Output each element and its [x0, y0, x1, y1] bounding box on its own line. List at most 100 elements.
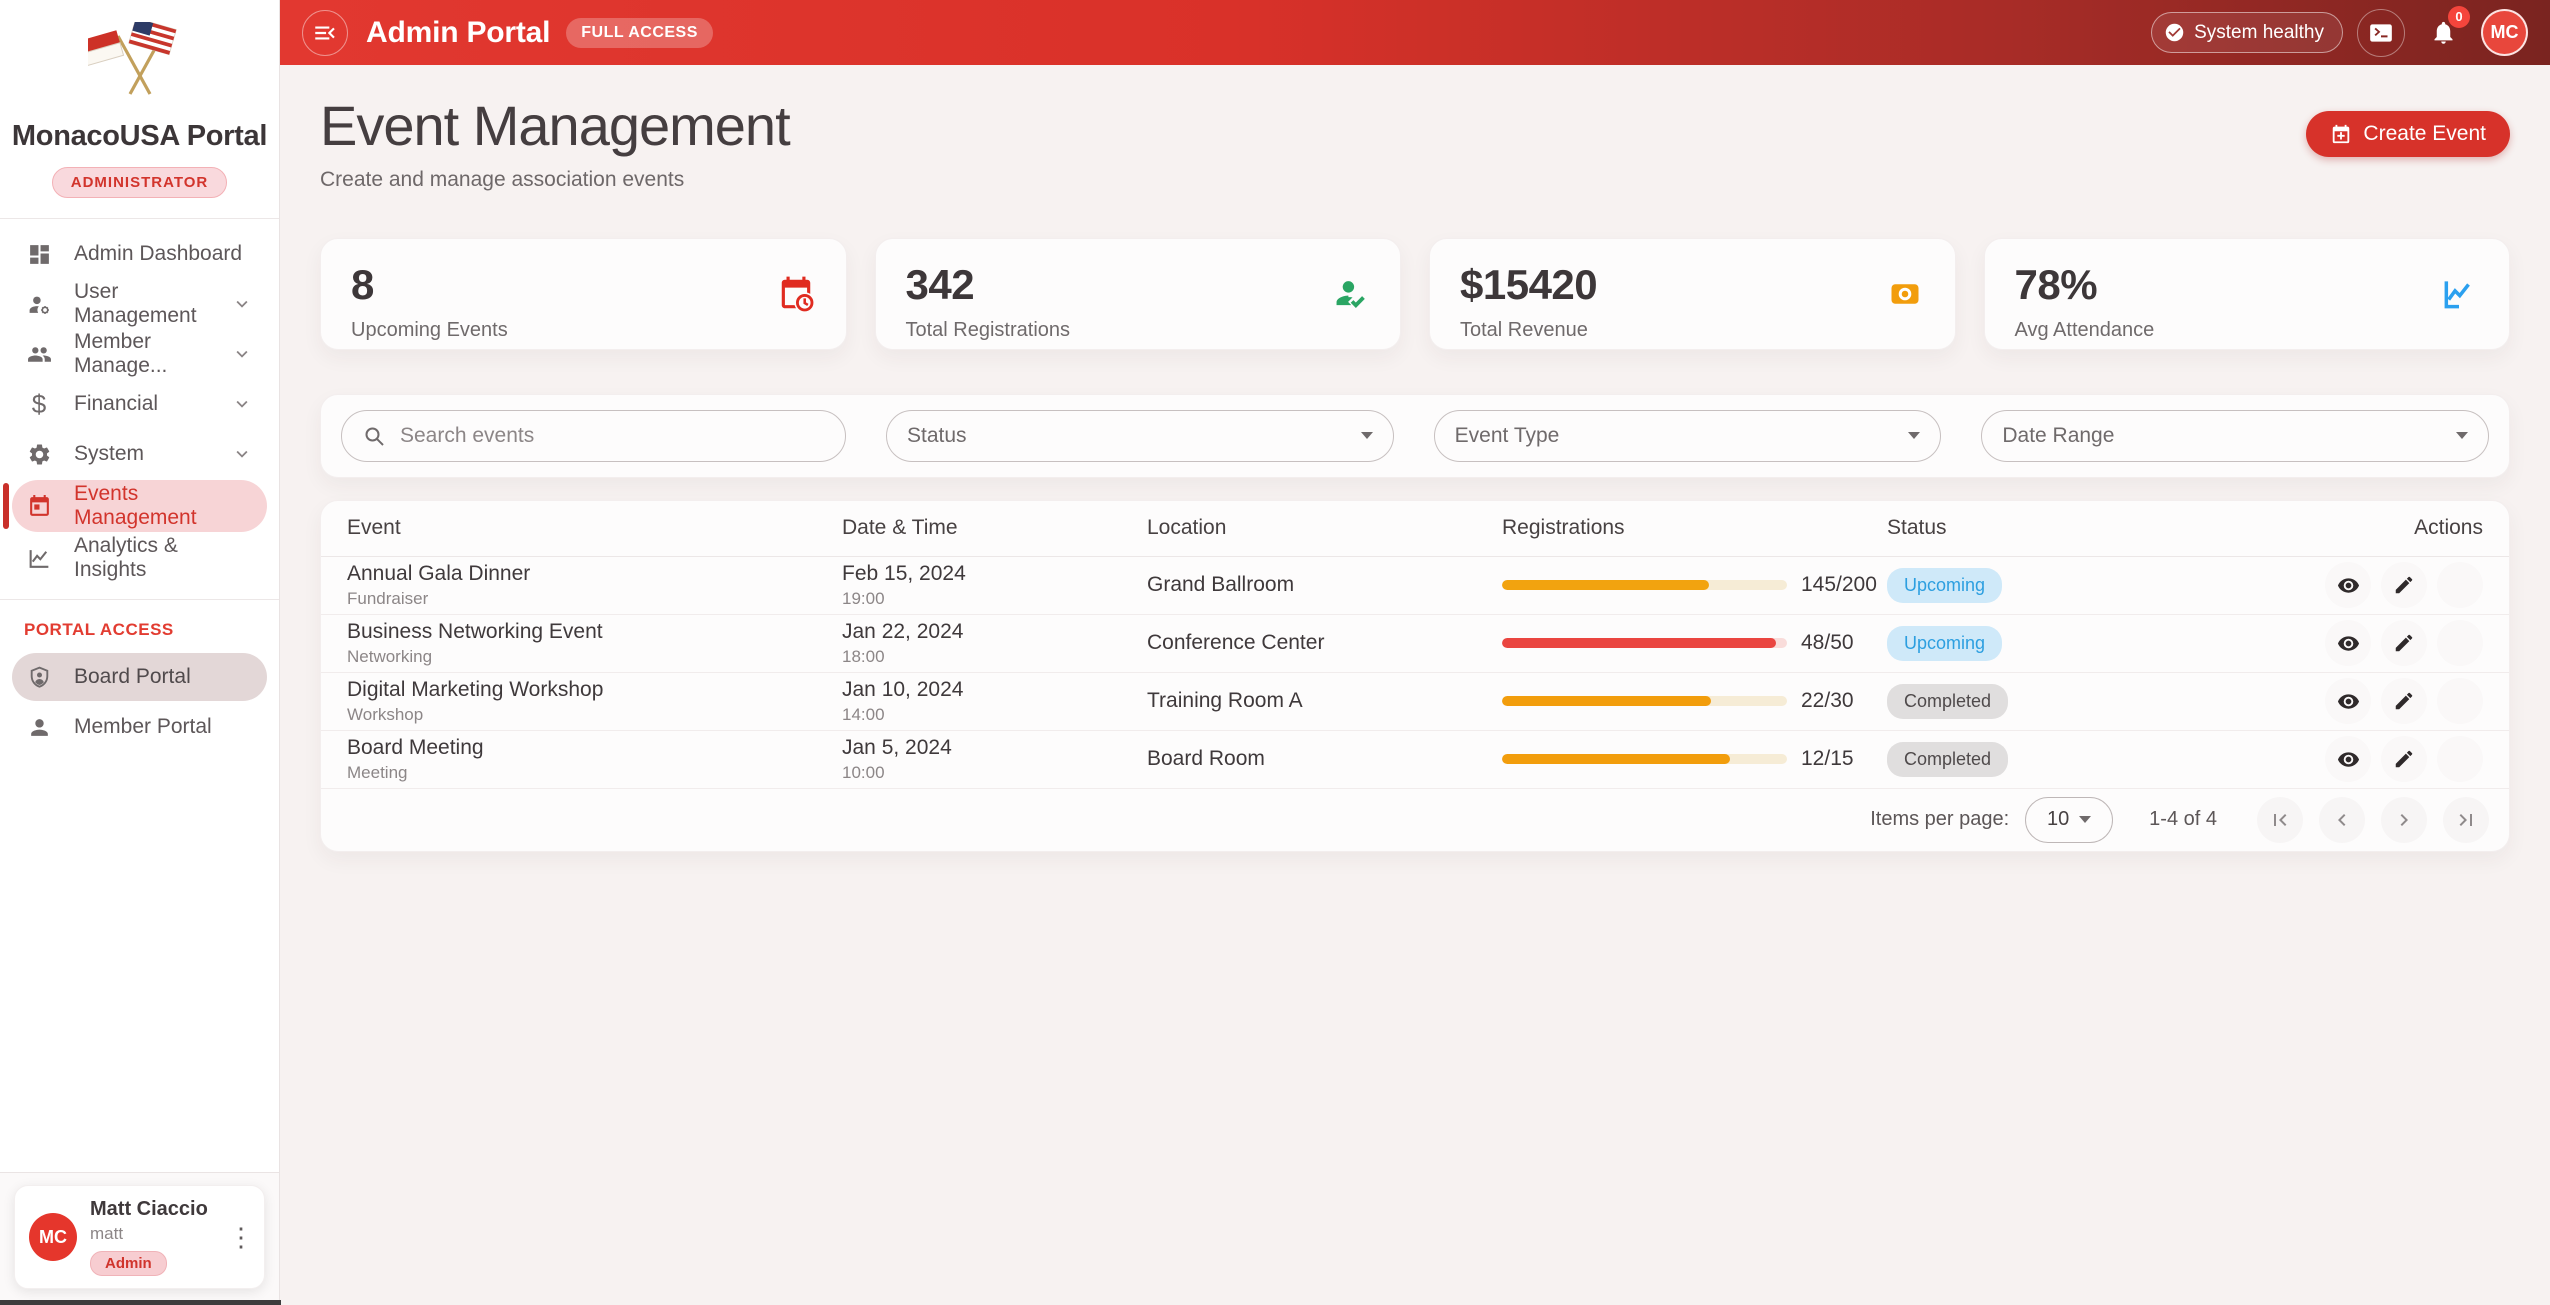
first-page-button[interactable]: [2257, 797, 2303, 843]
admin-portal-app: MonacoUSA Portal ADMINISTRATOR Admin Das…: [0, 0, 2550, 1305]
line-chart-icon: [2439, 274, 2479, 314]
sidebar-item-label: Events Management: [74, 482, 253, 530]
sidebar-item-label: Member Manage...: [74, 330, 209, 378]
menu-open-button[interactable]: [302, 10, 348, 56]
event-date: Feb 15, 2024: [842, 562, 1147, 586]
sidebar-item-analytics-insights[interactable]: Analytics & Insights: [12, 534, 267, 582]
view-button[interactable]: [2325, 678, 2371, 724]
column-header-date-time: Date & Time: [842, 516, 1147, 540]
registrations-progress-bar: [1502, 580, 1709, 590]
status-badge: Upcoming: [1887, 568, 2002, 603]
date-range-filter-label: Date Range: [2002, 424, 2114, 448]
sidebar-item-label: Financial: [74, 392, 158, 416]
more-actions-button[interactable]: [2437, 678, 2483, 724]
view-button[interactable]: [2325, 562, 2371, 608]
stat-card-upcoming-events: 8 Upcoming Events: [320, 238, 847, 350]
events-table-card: Event Date & Time Location Registrations…: [320, 500, 2510, 852]
chevron-down-icon: [2456, 432, 2468, 439]
stat-label: Avg Attendance: [2015, 319, 2480, 342]
stat-card-avg-attendance: 78% Avg Attendance: [1984, 238, 2511, 350]
notifications-button[interactable]: 0: [2419, 9, 2467, 57]
sidebar-item-system[interactable]: System: [12, 430, 267, 478]
edit-button[interactable]: [2381, 562, 2427, 608]
registrations-count: 22/30: [1801, 689, 1854, 713]
sidebar-item-member-management[interactable]: Member Manage...: [12, 330, 267, 378]
avatar[interactable]: MC: [2481, 9, 2528, 56]
registrations-count: 145/200: [1801, 573, 1877, 597]
event-type: Meeting: [347, 763, 842, 783]
next-page-button[interactable]: [2381, 797, 2427, 843]
event-type: Networking: [347, 647, 842, 667]
registrations-progress-track: [1502, 638, 1787, 648]
more-actions-button[interactable]: [2437, 620, 2483, 666]
search-input[interactable]: [398, 423, 825, 449]
event-name: Business Networking Event: [347, 620, 842, 644]
event-type-filter-select[interactable]: Event Type: [1434, 410, 1942, 462]
items-per-page-select[interactable]: 10: [2025, 797, 2113, 843]
kebab-menu-icon[interactable]: ⋮: [228, 1224, 254, 1250]
more-actions-button[interactable]: [2437, 562, 2483, 608]
user-name: Matt Ciaccio: [90, 1198, 208, 1221]
column-header-location: Location: [1147, 516, 1502, 540]
terminal-button[interactable]: [2357, 9, 2405, 57]
search-field[interactable]: [341, 410, 846, 462]
stat-value: $15420: [1460, 261, 1925, 309]
status-badge: Completed: [1887, 684, 2008, 719]
content: Event Management Create and manage assoc…: [280, 65, 2550, 1305]
sidebar-item-events-management[interactable]: Events Management: [12, 480, 267, 532]
chevron-down-icon: [231, 443, 253, 465]
registrations-count: 12/15: [1801, 747, 1854, 771]
portal-list: Board Portal Member Portal: [0, 652, 279, 752]
event-type-filter-label: Event Type: [1455, 424, 1560, 448]
view-button[interactable]: [2325, 620, 2371, 666]
edit-button[interactable]: [2381, 678, 2427, 724]
check-circle-icon: [2164, 22, 2185, 43]
last-page-button[interactable]: [2443, 797, 2489, 843]
sidebar-item-user-management[interactable]: User Management: [12, 280, 267, 328]
brand-title: MonacoUSA Portal: [0, 120, 279, 153]
more-actions-button[interactable]: [2437, 736, 2483, 782]
event-date: Jan 22, 2024: [842, 620, 1147, 644]
avatar: MC: [29, 1213, 77, 1261]
filter-bar: Status Event Type Date Range: [320, 394, 2510, 478]
status-filter-label: Status: [907, 424, 967, 448]
administrator-badge: ADMINISTRATOR: [52, 167, 227, 198]
gear-icon: [26, 441, 52, 467]
create-event-button[interactable]: Create Event: [2306, 111, 2510, 157]
previous-page-button[interactable]: [2319, 797, 2365, 843]
portal-access-label: PORTAL ACCESS: [24, 620, 255, 640]
edit-button[interactable]: [2381, 736, 2427, 782]
calendar-icon: [26, 493, 52, 519]
window-edge-strip: [0, 1300, 281, 1305]
topbar-right: System healthy 0 MC: [2151, 9, 2528, 57]
date-range-filter-select[interactable]: Date Range: [1981, 410, 2489, 462]
view-button[interactable]: [2325, 736, 2371, 782]
calendar-clock-icon: [776, 274, 816, 314]
sidebar: MonacoUSA Portal ADMINISTRATOR Admin Das…: [0, 0, 280, 1305]
event-date: Jan 5, 2024: [842, 736, 1147, 760]
sidebar-item-label: Analytics & Insights: [74, 534, 253, 582]
sidebar-item-board-portal[interactable]: Board Portal: [12, 653, 267, 701]
status-filter-select[interactable]: Status: [886, 410, 1394, 462]
person-icon: [26, 714, 52, 740]
edit-button[interactable]: [2381, 620, 2427, 666]
sidebar-item-label: System: [74, 442, 144, 466]
sidebar-item-admin-dashboard[interactable]: Admin Dashboard: [12, 230, 267, 278]
sidebar-item-member-portal[interactable]: Member Portal: [12, 703, 267, 751]
stats-row: 8 Upcoming Events 342 Total Registration…: [320, 238, 2510, 350]
registrations-progress-track: [1502, 696, 1787, 706]
stat-value: 342: [906, 261, 1371, 309]
column-header-event: Event: [347, 516, 842, 540]
user-username: matt: [90, 1224, 208, 1244]
registrations-progress-bar: [1502, 696, 1711, 706]
event-name: Digital Marketing Workshop: [347, 678, 842, 702]
topbar-title: Admin Portal: [366, 16, 550, 50]
table-row: Digital Marketing Workshop Workshop Jan …: [321, 673, 2509, 731]
sidebar-item-financial[interactable]: $ Financial: [12, 380, 267, 428]
event-time: 19:00: [842, 589, 1147, 609]
chevron-down-icon: [231, 393, 253, 415]
stat-label: Total Revenue: [1460, 319, 1925, 342]
full-access-badge: FULL ACCESS: [566, 18, 713, 48]
paginator: Items per page: 10 1-4 of 4: [321, 789, 2509, 851]
chevron-down-icon: [1908, 432, 1920, 439]
